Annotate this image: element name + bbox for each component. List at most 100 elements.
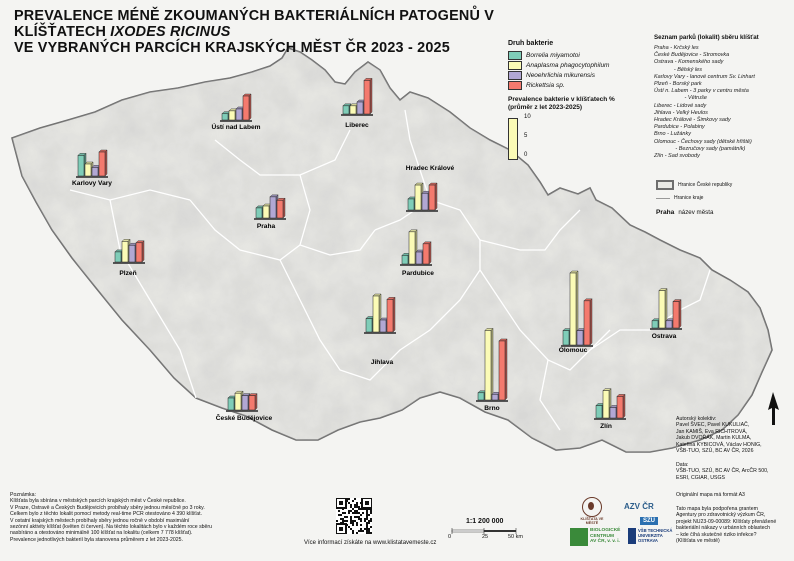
park-item-1: České Budějovice - Stromovka bbox=[654, 52, 730, 59]
legend-swatch-anaplasma bbox=[508, 60, 522, 70]
scale-tick-10: 10 bbox=[524, 114, 531, 120]
bar-side-rickettsia bbox=[589, 298, 593, 346]
bar-rickettsia bbox=[242, 95, 250, 121]
bar-neoehrlichia bbox=[415, 251, 423, 265]
azv-logo: AZV ČR bbox=[624, 502, 654, 511]
bar-neoehrlichia bbox=[356, 101, 364, 115]
city-sample: Praha bbox=[656, 208, 675, 216]
park-item-5: Plzeň - Borský park bbox=[654, 81, 702, 88]
qr-code[interactable] bbox=[336, 498, 372, 534]
city-legend: Praha název města bbox=[656, 206, 786, 218]
bar-borrelia bbox=[221, 113, 229, 121]
funding-line-0: Tato mapa byla podpořena grantem bbox=[676, 506, 758, 512]
city-label: Pardubice bbox=[402, 270, 434, 277]
note-line-2: Celkem bylo z těchto lokalit pomocí meto… bbox=[10, 511, 202, 518]
city-chart-6: Pardubice bbox=[400, 229, 434, 277]
bar-neoehrlichia bbox=[269, 196, 277, 219]
chart-base bbox=[341, 114, 373, 116]
scale-title-line2: (průměr z let 2023-2025) bbox=[508, 103, 583, 111]
chart-base bbox=[226, 410, 258, 412]
parks-list: Praha - Krčský les České Budějovice - Str… bbox=[654, 45, 790, 160]
chart-base bbox=[476, 400, 508, 402]
scale-bar-sample bbox=[508, 118, 518, 160]
scale-tick-5: 5 bbox=[524, 133, 528, 139]
bar-rickettsia bbox=[248, 395, 256, 411]
author-line-0: Autorský kolektiv: bbox=[676, 416, 717, 422]
park-item-9: Jihlava - Velký Heulos bbox=[654, 109, 708, 116]
legend-item-neoehrlichia: Neoehrlichia mikurensis bbox=[508, 70, 648, 80]
city-label: Zlín bbox=[600, 423, 612, 430]
region-swatch bbox=[656, 197, 670, 199]
legend-items: Borrelia miyamotoi Anaplasma phagocytophi… bbox=[508, 50, 648, 90]
bar-borrelia bbox=[401, 255, 409, 265]
legend-swatch-rickettsia bbox=[508, 80, 522, 90]
bar-rickettsia bbox=[428, 184, 436, 211]
city-label: Plzeň bbox=[119, 270, 136, 277]
city-chart-2: Liberec bbox=[341, 77, 373, 129]
bar-borrelia bbox=[255, 207, 263, 219]
city-legend-label: název města bbox=[678, 208, 714, 216]
city-chart-9: Jihlava bbox=[364, 293, 396, 366]
bar-anaplasma bbox=[658, 290, 666, 329]
city-chart-8: Ostrava bbox=[650, 288, 682, 340]
city-label: Olomouc bbox=[559, 347, 588, 354]
author-line-2: Jan KAMIŠ, Eva RICHTROVÁ, bbox=[676, 428, 748, 435]
species-legend: Druh bakterie Borrelia miyamotoi Anaplasm… bbox=[508, 40, 648, 160]
chart-base bbox=[561, 345, 593, 347]
bar-neoehrlichia bbox=[379, 319, 387, 333]
chart-base bbox=[650, 328, 682, 330]
bar-anaplasma bbox=[121, 241, 129, 263]
vsb-logo-mark bbox=[628, 528, 636, 544]
bar-side-rickettsia bbox=[434, 182, 438, 211]
biology-logo-line1: BIOLOGICKÉ bbox=[590, 528, 621, 533]
bar-side-rickettsia bbox=[254, 393, 258, 411]
north-arrow bbox=[768, 392, 779, 425]
bar-side-rickettsia bbox=[369, 77, 373, 115]
biology-logo-mark bbox=[570, 528, 588, 546]
chart-base bbox=[400, 264, 432, 266]
bar-anaplasma bbox=[569, 272, 577, 346]
author-line-5: VŠB-TUO, SZÚ, BC AV ČR, 2026 bbox=[676, 448, 754, 455]
scale-title: Prevalence bakterie v klíšťatech % (prům… bbox=[508, 96, 648, 111]
note-lines: Klíšťata byla sbírána v městských parcíc… bbox=[10, 498, 290, 543]
city-chart-1: Ústí nad Labem bbox=[211, 93, 261, 131]
legend-label-rickettsia: Rickettsia sp. bbox=[526, 81, 565, 89]
bar-borrelia bbox=[477, 392, 485, 401]
funding-line-5: (Klíšťata ve městě) bbox=[676, 538, 720, 545]
funding-line-2: projekt NU23-09-00089: Klíšťaty přenášen… bbox=[676, 518, 777, 525]
vsb-logo-line2: UNIVERZITA bbox=[638, 533, 663, 538]
note-line-1: V Praze, Ostravě a Českých Budějovicích … bbox=[10, 504, 205, 511]
legend-label-anaplasma: Anaplasma phagocytophilum bbox=[526, 61, 610, 69]
legend-title: Druh bakterie bbox=[508, 40, 554, 47]
bar-anaplasma bbox=[234, 392, 242, 411]
authors-block: Autorský kolektiv: Pavel ŠVEC, Pavel KUKU… bbox=[676, 416, 794, 454]
city-chart-7: Olomouc bbox=[559, 270, 593, 354]
bar-neoehrlichia bbox=[241, 395, 249, 411]
park-item-14: - Bezručovy sady (památník) bbox=[654, 145, 746, 152]
city-label: Praha bbox=[257, 223, 276, 230]
region-label: Hranice kraje bbox=[674, 195, 704, 201]
park-item-4: Karlovy Vary - lanové centrum Sv. Linhar… bbox=[654, 73, 755, 80]
scale-bar-legend: 10 5 0 bbox=[508, 114, 648, 160]
bar-rickettsia bbox=[386, 299, 394, 333]
more-info-link[interactable]: Více informací získáte na www.klistatave… bbox=[304, 540, 437, 546]
biology-logo: BIOLOGICKÉ CENTRUM AV ČR, v. v. i. bbox=[590, 528, 620, 545]
border-legend: Hranice České republiky bbox=[656, 179, 786, 190]
szu-logo: SZÚ bbox=[640, 517, 658, 525]
scale-bar bbox=[451, 528, 517, 534]
biology-logo-line2: CENTRUM bbox=[590, 533, 614, 539]
park-item-8: Liberec - Lidové sady bbox=[654, 102, 707, 109]
funding-line-4: – kde číhá skutečné riziko infekce? bbox=[676, 531, 757, 538]
legend-label-neoehrlichia: Neoehrlichia mikurensis bbox=[526, 71, 595, 79]
city-label: Ústí nad Labem bbox=[211, 122, 260, 131]
bar-side-rickettsia bbox=[428, 241, 432, 265]
city-chart-0: Karlovy Vary bbox=[72, 149, 112, 187]
bar-rickettsia bbox=[135, 242, 143, 263]
bar-rickettsia bbox=[276, 199, 284, 219]
park-item-15: Zlín - Sad svobody bbox=[654, 153, 700, 160]
scale-title-line1: Prevalence bakterie v klíšťatech % bbox=[508, 96, 615, 103]
city-chart-4: Praha bbox=[254, 194, 286, 230]
legend-item-rickettsia: Rickettsia sp. bbox=[508, 80, 648, 90]
bar-rickettsia bbox=[363, 80, 371, 115]
border-label: Hranice České republiky bbox=[678, 181, 733, 188]
